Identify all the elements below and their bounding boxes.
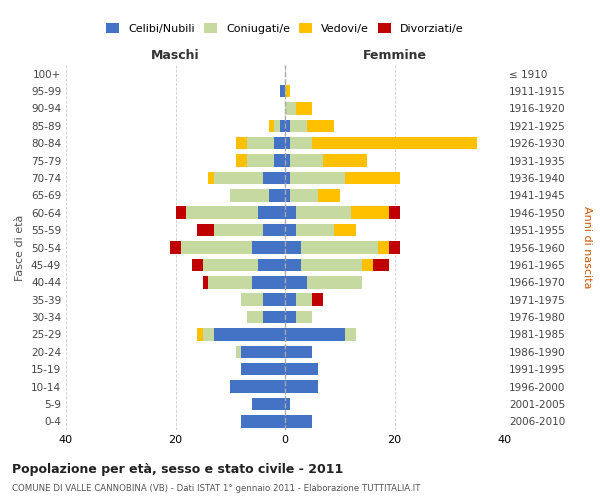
Bar [285, 206, 296, 219]
Bar [290, 137, 313, 149]
Bar [285, 102, 296, 115]
Bar [269, 120, 274, 132]
Bar [285, 363, 318, 376]
Bar [263, 224, 285, 236]
Bar [285, 346, 313, 358]
Bar [208, 172, 214, 184]
Bar [350, 206, 389, 219]
Bar [285, 311, 296, 324]
Bar [247, 154, 274, 167]
Text: Popolazione per età, sesso e stato civile - 2011: Popolazione per età, sesso e stato civil… [12, 462, 343, 475]
Bar [285, 189, 290, 202]
Bar [257, 258, 285, 271]
Bar [301, 241, 378, 254]
Bar [236, 154, 247, 167]
Bar [296, 294, 313, 306]
Bar [214, 172, 263, 184]
Text: Maschi: Maschi [151, 48, 200, 62]
Bar [269, 189, 285, 202]
Bar [280, 120, 285, 132]
Bar [263, 294, 285, 306]
Bar [290, 154, 323, 167]
Bar [307, 276, 362, 288]
Bar [323, 154, 367, 167]
Bar [187, 206, 257, 219]
Bar [290, 120, 307, 132]
Bar [345, 328, 356, 340]
Bar [236, 346, 241, 358]
Bar [252, 398, 285, 410]
Bar [313, 294, 323, 306]
Legend: Celibi/Nubili, Coniugati/e, Vedovi/e, Divorziati/e: Celibi/Nubili, Coniugati/e, Vedovi/e, Di… [103, 20, 467, 37]
Bar [280, 85, 285, 98]
Bar [285, 154, 290, 167]
Bar [247, 311, 263, 324]
Bar [296, 206, 350, 219]
Y-axis label: Fasce di età: Fasce di età [16, 214, 25, 280]
Bar [208, 276, 252, 288]
Text: COMUNE DI VALLE CANNOBINA (VB) - Dati ISTAT 1° gennaio 2011 - Elaborazione TUTTI: COMUNE DI VALLE CANNOBINA (VB) - Dati IS… [12, 484, 421, 493]
Bar [236, 137, 247, 149]
Bar [285, 380, 318, 393]
Bar [290, 189, 318, 202]
Bar [252, 241, 285, 254]
Bar [296, 102, 313, 115]
Bar [285, 276, 307, 288]
Bar [263, 172, 285, 184]
Bar [313, 137, 476, 149]
Bar [241, 346, 285, 358]
Bar [214, 224, 263, 236]
Bar [241, 294, 263, 306]
Bar [181, 241, 252, 254]
Bar [285, 137, 290, 149]
Bar [230, 189, 269, 202]
Bar [170, 241, 181, 254]
Bar [192, 258, 203, 271]
Bar [307, 120, 334, 132]
Bar [176, 206, 187, 219]
Bar [203, 258, 257, 271]
Bar [274, 137, 285, 149]
Bar [296, 224, 334, 236]
Bar [247, 137, 274, 149]
Bar [197, 328, 203, 340]
Bar [318, 189, 340, 202]
Text: Femmine: Femmine [362, 48, 427, 62]
Bar [285, 258, 301, 271]
Bar [230, 380, 285, 393]
Bar [389, 206, 400, 219]
Bar [334, 224, 356, 236]
Bar [285, 294, 296, 306]
Bar [274, 154, 285, 167]
Bar [285, 328, 345, 340]
Bar [285, 224, 296, 236]
Bar [345, 172, 400, 184]
Bar [241, 363, 285, 376]
Bar [285, 172, 290, 184]
Bar [378, 241, 389, 254]
Bar [285, 85, 290, 98]
Bar [362, 258, 373, 271]
Y-axis label: Anni di nascita: Anni di nascita [582, 206, 592, 289]
Bar [203, 276, 208, 288]
Bar [290, 172, 345, 184]
Bar [214, 328, 285, 340]
Bar [252, 276, 285, 288]
Bar [285, 398, 290, 410]
Bar [203, 328, 214, 340]
Bar [285, 120, 290, 132]
Bar [389, 241, 400, 254]
Bar [197, 224, 214, 236]
Bar [241, 415, 285, 428]
Bar [263, 311, 285, 324]
Bar [296, 311, 313, 324]
Bar [285, 241, 301, 254]
Bar [257, 206, 285, 219]
Bar [274, 120, 280, 132]
Bar [285, 415, 313, 428]
Bar [301, 258, 362, 271]
Bar [373, 258, 389, 271]
